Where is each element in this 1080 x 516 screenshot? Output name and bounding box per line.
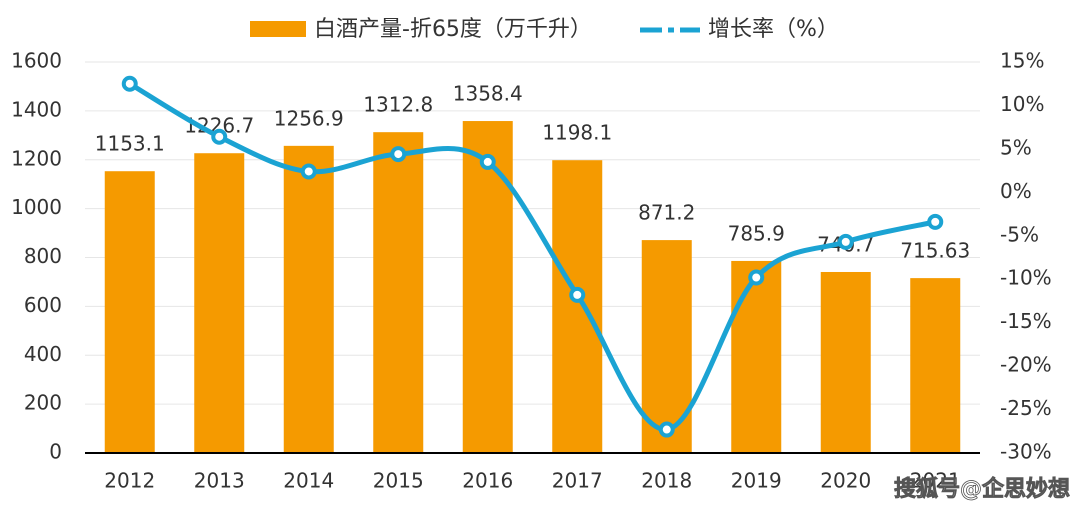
bar [283, 145, 334, 453]
legend-label: 白酒产量-折65度（万千升） [314, 17, 592, 42]
y2-tick-label: -10% [1000, 266, 1052, 290]
y-tick-label: 400 [24, 342, 62, 366]
y2-tick-label: 5% [1000, 135, 1032, 159]
growth-marker [837, 233, 854, 250]
y-tick-label: 200 [24, 391, 62, 415]
data-label: 715.63 [900, 239, 970, 263]
y-tick-label: 1400 [11, 97, 62, 121]
bar [910, 278, 961, 453]
y2-tick-label: -20% [1000, 353, 1052, 377]
y2-tick-label: -15% [1000, 309, 1052, 333]
y-tick-label: 1000 [11, 195, 62, 219]
y-tick-label: 600 [24, 293, 62, 317]
legend-swatch [250, 21, 306, 37]
x-tick-label: 2013 [194, 469, 245, 493]
x-tick-label: 2019 [731, 469, 782, 493]
growth-marker [390, 146, 407, 163]
data-label: 1198.1 [542, 121, 612, 145]
data-label: 871.2 [638, 201, 695, 225]
y2-tick-label: 10% [1000, 92, 1044, 116]
data-label: 1312.8 [363, 93, 433, 117]
x-tick-label: 2014 [283, 469, 334, 493]
bar [194, 153, 245, 453]
y2-tick-label: -25% [1000, 396, 1052, 420]
growth-marker [748, 269, 765, 286]
x-tick-label: 2012 [104, 469, 155, 493]
x-tick-label: 2016 [462, 469, 513, 493]
x-tick-label: 2017 [552, 469, 603, 493]
growth-line [128, 81, 936, 433]
data-label: 1256.9 [274, 106, 344, 130]
growth-marker [479, 153, 496, 170]
legend-label: 增长率（%） [708, 17, 839, 42]
x-tick-label: 2018 [641, 469, 692, 493]
y2-tick-label: -5% [1000, 222, 1039, 246]
bar [820, 271, 871, 453]
x-tick-label: 2021 [910, 469, 961, 493]
growth-marker [927, 213, 944, 230]
x-tick-label: 2020 [820, 469, 871, 493]
data-label: 785.9 [728, 221, 785, 245]
bar [462, 121, 513, 453]
y2-tick-label: 0% [1000, 179, 1032, 203]
growth-marker [211, 128, 228, 145]
x-tick-label: 2015 [373, 469, 424, 493]
growth-marker [569, 286, 586, 303]
bar [552, 160, 603, 454]
y2-tick-label: 15% [1000, 49, 1044, 73]
growth-marker [658, 421, 675, 438]
y-tick-label: 1200 [11, 146, 62, 170]
data-label: 1358.4 [453, 82, 523, 106]
watermark: 搜狐号@企思妙想 [894, 476, 1070, 502]
y-tick-label: 800 [24, 244, 62, 268]
bar [104, 171, 155, 453]
growth-marker [300, 163, 317, 180]
y-tick-label: 1600 [11, 49, 62, 73]
y2-tick-label: -30% [1000, 440, 1052, 464]
growth-marker [121, 75, 138, 92]
data-label: 1153.1 [95, 132, 165, 156]
bar [373, 132, 424, 453]
y-tick-label: 0 [49, 440, 62, 464]
bar [731, 260, 782, 453]
